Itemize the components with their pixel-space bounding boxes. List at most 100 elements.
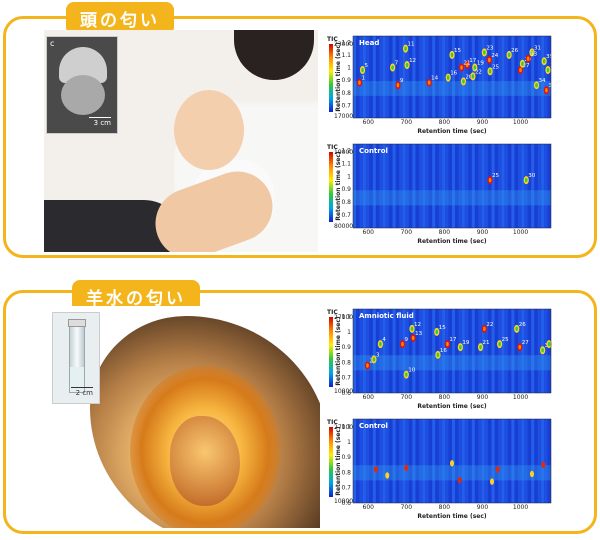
heatmap-streak	[392, 144, 396, 228]
y-tick-label: 0.8	[341, 199, 351, 206]
heatmap-streak	[359, 36, 363, 118]
heatmap-streak	[399, 144, 403, 228]
heatmap-streak	[511, 419, 515, 503]
heatmap-streak	[514, 419, 518, 503]
panel-label: Amniotic fluid	[359, 312, 414, 320]
heatmap-streak	[478, 36, 482, 118]
heatmap-streak	[419, 309, 422, 393]
peak-label: 7	[395, 61, 399, 67]
amniotic-heatmap: TIC 270000 100000 600 700 800 900 1000 1.1 1 0.9 0.…	[325, 305, 565, 411]
peak-core	[462, 79, 465, 84]
peak-core	[546, 67, 550, 73]
heatmap-streak	[428, 144, 432, 228]
x-tick-label: 800	[439, 394, 451, 401]
heatmap-streak	[452, 144, 455, 228]
heatmap-streak	[471, 419, 475, 503]
heatmap-streak	[461, 419, 465, 503]
heatmap-streak	[435, 309, 439, 393]
tic-max: 190000	[334, 149, 357, 156]
y-tick-label: 1.1	[341, 314, 351, 321]
peak-label: 30	[528, 173, 535, 179]
fetus-shape	[170, 416, 240, 506]
heatmap-streak	[376, 309, 380, 393]
heatmap-streak	[428, 36, 432, 118]
heatmap-streak	[438, 309, 442, 393]
peak-core	[488, 69, 492, 74]
heatmap-streak	[524, 309, 528, 393]
peak-core	[411, 335, 415, 341]
heatmap-streak	[428, 309, 432, 393]
heatmap-streak	[514, 36, 518, 118]
heatmap-streak	[475, 144, 479, 228]
peak-label: 17	[449, 337, 456, 343]
peak-label: 14	[431, 76, 438, 82]
peak-core	[519, 67, 522, 73]
y-tick-label: 1	[347, 439, 351, 446]
heatmap-streak	[534, 309, 538, 393]
peak-label: 27	[522, 340, 529, 346]
heatmap-streak	[362, 419, 366, 503]
heatmap-streak	[369, 419, 373, 503]
heatmap-streak	[409, 36, 413, 118]
peak-label: 10	[408, 368, 415, 374]
heatmap-streak	[461, 144, 465, 228]
heatmap-streak	[461, 36, 465, 118]
baby-face-shape	[174, 90, 244, 170]
plot-frame	[352, 143, 552, 229]
heatmap-streak	[425, 309, 429, 393]
heatmap-streak	[491, 419, 495, 503]
heatmap-streak	[415, 309, 419, 393]
heatmap-streak	[386, 36, 389, 118]
tic-label: TIC	[327, 309, 338, 316]
heatmap-streak	[405, 419, 409, 503]
heatmap-streak	[405, 36, 409, 118]
peak-label: 33	[530, 52, 537, 58]
y-tick-label: 0.9	[341, 186, 351, 193]
heatmap-streak	[537, 419, 541, 503]
heatmap-streak	[544, 144, 548, 228]
peak-core	[526, 56, 530, 61]
heatmap-streak	[386, 419, 389, 503]
peak-label: 1	[361, 76, 365, 82]
peak-core	[541, 348, 544, 353]
panel-label: Control	[359, 147, 388, 155]
heatmap-streak	[518, 419, 521, 503]
peak-core	[547, 341, 551, 347]
heatmap-streak	[494, 36, 498, 118]
peak-core	[535, 83, 538, 88]
heatmap-streak	[442, 144, 446, 228]
heatmap-band	[353, 81, 551, 96]
x-tick-label: 1000	[513, 229, 528, 236]
peak-core	[401, 341, 404, 347]
heatmap-streak	[524, 36, 528, 118]
heatmap-streak	[389, 144, 393, 228]
peak-blob	[404, 464, 409, 472]
tic-max: 230000	[334, 41, 357, 48]
heatmap-streak	[389, 419, 393, 503]
peak-label: 22	[486, 322, 493, 328]
heatmap-streak	[359, 309, 363, 393]
heatmap-streak	[504, 309, 508, 393]
peak-label: 9	[400, 78, 404, 84]
y-tick-label: 1.1	[341, 52, 351, 59]
tic-min: 80000	[334, 223, 353, 230]
heatmap-streak	[494, 144, 498, 228]
scale-bar	[89, 117, 111, 118]
x-tick-label: 600	[363, 394, 375, 401]
peak-label: 21	[464, 61, 471, 67]
hair-shape	[234, 30, 314, 80]
peak-blob	[385, 472, 390, 479]
peak-label: 13	[415, 331, 422, 337]
peak-label: 21	[483, 340, 490, 346]
heatmap-streak	[504, 419, 508, 503]
pregnant-belly-photo	[50, 306, 320, 528]
y-tick-label: 1.2	[341, 147, 351, 154]
heatmap-streak	[468, 36, 472, 118]
x-tick-label: 700	[401, 119, 413, 126]
heatmap-streak	[547, 419, 551, 503]
heatmap-streak	[485, 36, 488, 118]
peak-core	[450, 52, 454, 58]
heatmap-streak	[461, 309, 465, 393]
heatmap-streak	[481, 144, 485, 228]
peak-label: 17	[469, 58, 476, 64]
